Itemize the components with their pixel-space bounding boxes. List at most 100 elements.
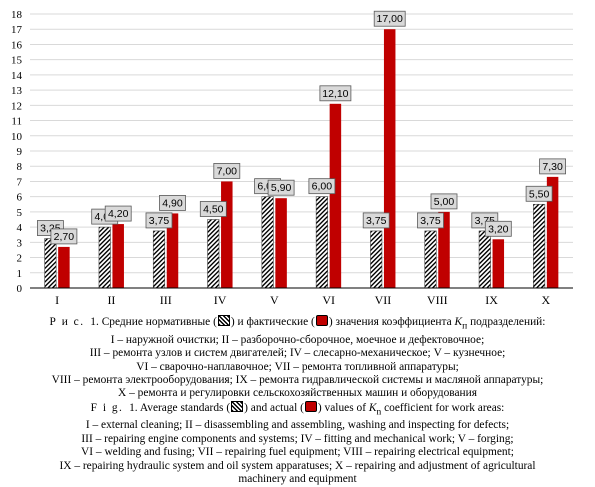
standard-value-label: 6,00 (308, 178, 336, 195)
caption-en-line: machinery and equipment (238, 473, 357, 486)
y-tick-label: 1 (17, 268, 23, 280)
y-tick-label: 15 (11, 55, 23, 67)
standard-bar (424, 230, 437, 289)
standard-bar (478, 230, 491, 289)
actual-bar (221, 181, 233, 288)
caption-ru-text-1: Средние нормативные ( (101, 316, 217, 328)
standard-bar (370, 230, 383, 289)
x-category-label: X (542, 293, 551, 307)
standard-bar (44, 238, 57, 289)
y-tick-label: 11 (11, 116, 22, 128)
actual-value-label: 12,10 (319, 85, 352, 102)
svg-text:2,70: 2,70 (54, 231, 75, 243)
x-category-label: VI (322, 293, 335, 307)
y-tick-label: 3 (17, 237, 23, 249)
caption-en-text-3: ) values of (317, 401, 366, 414)
actual-bar (275, 198, 287, 288)
caption-ru-text-4: подразделений: (470, 316, 546, 328)
caption-en-line: VI – welding and fusing; VII – repairing… (81, 446, 514, 459)
caption-en-text-4: coefficient for work areas: (384, 401, 505, 414)
caption-en-text-1: Average standards ( (139, 401, 231, 414)
x-category-label: VIII (427, 293, 448, 307)
caption-en-text-2: ) and actual ( (244, 401, 304, 414)
red-swatch-icon (304, 400, 317, 412)
caption-en-k-symbol: K (368, 401, 377, 414)
y-tick-label: 16 (11, 39, 23, 51)
y-tick-label: 10 (11, 131, 23, 143)
x-category-label: VII (375, 293, 392, 307)
actual-value-label: 4,90 (159, 195, 186, 211)
y-tick-label: 17 (11, 24, 23, 36)
actual-bar (492, 239, 505, 288)
caption-ru-line: VIII – ремонта электрооборудования; IX –… (51, 373, 544, 386)
svg-text:12,10: 12,10 (322, 88, 348, 100)
actual-value-label: 7,30 (539, 158, 566, 175)
x-category-label: III (160, 293, 172, 307)
caption-ru-text-2: ) и фактические ( (230, 316, 315, 328)
caption-ru-text-3: ) значения коэффициента (328, 316, 452, 328)
caption-en-line: III – repairing engine components and sy… (81, 432, 514, 445)
y-tick-label: 7 (17, 176, 23, 188)
y-tick-label: 8 (17, 161, 23, 173)
red-swatch-icon (315, 315, 328, 326)
y-tick-label: 13 (11, 85, 23, 97)
actual-value-label: 5,00 (430, 193, 458, 210)
svg-text:3,75: 3,75 (149, 215, 170, 227)
standard-value-label: 4,50 (199, 201, 227, 217)
grid-lines (30, 13, 573, 274)
actual-value-label: 4,20 (104, 205, 132, 222)
actual-value-label: 3,20 (484, 220, 512, 237)
caption-ru-line: I – наружной очистки; II – разборочно-сб… (110, 333, 485, 346)
figure-caption: Р и с. 1. Средние нормативные ( ) и факти… (0, 315, 595, 486)
svg-text:5,50: 5,50 (529, 188, 550, 200)
y-tick-label: 9 (17, 146, 23, 158)
y-tick-label: 5 (17, 207, 23, 219)
standard-value-label: 3,75 (145, 212, 173, 229)
x-category-label: IV (214, 293, 227, 307)
y-tick-label: 4 (17, 222, 23, 234)
caption-en-heading: F i g. 1. Average standards () and actua… (0, 400, 595, 420)
actual-value-label: 17,00 (373, 10, 406, 27)
actual-bar (166, 213, 179, 288)
svg-text:7,00: 7,00 (217, 165, 238, 177)
hatched-swatch-icon (217, 315, 230, 326)
actual-bar (112, 224, 124, 288)
data-labels: 3,254,00 3,754,506,00 6,003,75 3,75 3,755,50… (37, 10, 566, 245)
actual-bar (383, 29, 396, 288)
caption-ru-line: III – ремонта узлов и систем двигателей;… (89, 347, 506, 360)
actual-value-label: 7,00 (213, 163, 241, 179)
y-tick-label: 14 (11, 70, 23, 82)
y-tick-label: 0 (17, 283, 23, 295)
hatched-swatch-icon (231, 400, 244, 412)
standard-bar (207, 219, 220, 289)
svg-text:4,50: 4,50 (203, 204, 224, 216)
actual-bar (438, 211, 450, 288)
svg-text:3,75: 3,75 (420, 215, 441, 227)
caption-ru-number: 1. (90, 316, 99, 328)
svg-text:4,20: 4,20 (108, 208, 129, 220)
caption-en-line: IX – repairing hydraulic system and oil … (59, 459, 536, 472)
actual-bar (58, 246, 70, 288)
x-category-label: IX (485, 293, 498, 307)
caption-ru-line: VI – сварочно-наплавочное; VII – ремонта… (136, 360, 459, 373)
standard-value-label: 5,50 (525, 185, 553, 202)
svg-text:4,90: 4,90 (162, 197, 183, 209)
y-tick-label: 18 (11, 9, 23, 21)
svg-text:3,20: 3,20 (488, 223, 509, 235)
actual-value-label: 2,70 (50, 228, 78, 245)
caption-en-line: I – external cleaning; II – disassemblin… (85, 419, 510, 432)
standard-bar (533, 203, 546, 289)
standard-bar (315, 196, 328, 289)
caption-ru-prefix: Р и с. (49, 316, 85, 328)
y-tick-label: 12 (11, 100, 22, 112)
standard-value-label: 3,75 (417, 212, 444, 229)
standard-bar (152, 230, 166, 289)
y-tick-label: 2 (17, 253, 23, 265)
standard-bar (261, 196, 274, 289)
actual-bar (546, 176, 559, 288)
x-category-label: I (55, 293, 59, 307)
standard-bar (98, 226, 111, 289)
caption-ru-heading: Р и с. 1. Средние нормативные ( ) и факти… (0, 315, 595, 334)
